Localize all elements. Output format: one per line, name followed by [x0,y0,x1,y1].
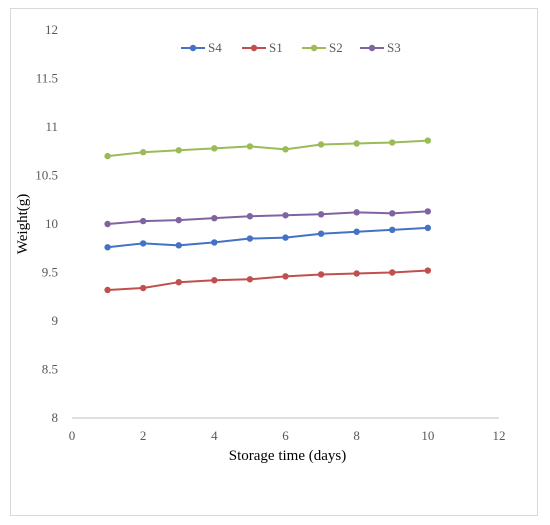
data-point [246,276,254,283]
data-point [246,213,254,220]
data-point [353,228,360,235]
data-point [282,212,289,219]
series-line [107,269,428,291]
data-point [139,217,147,225]
data-point [175,147,182,154]
data-point [353,140,360,147]
x-tick-label: 6 [282,428,289,443]
legend-item: S2 [302,40,343,55]
x-axis-label: Storage time (days) [229,448,346,464]
series-line [107,226,428,249]
data-point [104,220,111,228]
data-point [282,146,289,153]
x-axis-ticks: 0 2 4 6 8 10 12 [69,428,506,443]
series-s1 [104,267,432,294]
x-tick-label: 4 [211,428,218,443]
data-point [246,235,254,242]
x-tick-label: 2 [140,428,147,443]
data-point [211,214,218,222]
data-point [282,273,289,280]
x-tick-label: 0 [69,428,76,443]
data-point [317,271,325,278]
data-point [175,279,182,286]
x-tick-label: 10 [421,428,434,443]
x-tick-label: 8 [353,428,360,443]
data-point [175,242,182,249]
legend-marker [368,44,376,52]
legend: S4 S1 S2 S3 [181,40,401,55]
y-tick-label: 10.5 [35,168,58,183]
y-tick-label: 10 [45,216,58,231]
series-s2 [104,137,432,160]
legend-label: S2 [329,40,343,55]
y-tick-label: 8.5 [42,362,58,377]
data-point [424,224,432,232]
legend-label: S4 [208,40,222,55]
data-point [317,141,325,148]
data-point [104,152,111,160]
legend-label: S1 [269,40,283,55]
data-point [353,270,360,277]
y-axis-ticks: 8 8.5 9 9.5 10 10.5 11 11.5 12 [35,22,58,425]
data-point [104,286,111,294]
data-point [282,234,289,241]
data-point [353,209,360,216]
y-tick-label: 12 [45,22,58,37]
data-point [389,139,396,146]
data-point [424,267,432,274]
legend-item: S4 [181,40,222,55]
legend-marker [310,44,318,52]
data-point [211,239,218,246]
data-point [211,277,218,284]
y-tick-label: 9 [52,313,59,328]
data-point [139,240,147,247]
x-tick-label: 12 [493,428,506,443]
series-s4 [104,224,432,251]
data-point [389,269,396,276]
series-lines [104,137,432,294]
data-point [389,210,396,217]
data-point [317,230,325,237]
legend-item: S1 [242,40,283,55]
y-tick-label: 8 [52,410,59,425]
legend-marker [189,44,197,52]
series-line [107,210,428,225]
y-axis-label: Weight(g) [15,194,31,254]
y-tick-label: 11.5 [36,71,58,86]
legend-item: S3 [360,40,401,55]
data-point [424,208,432,215]
legend-marker [250,44,258,52]
data-point [175,216,182,224]
data-point [104,244,111,251]
y-tick-label: 9.5 [42,265,58,280]
series-s3 [104,208,432,228]
data-point [317,211,325,218]
chart-frame [10,8,538,516]
legend-label: S3 [387,40,401,55]
data-point [424,137,432,144]
series-line [107,139,428,158]
data-point [139,149,147,156]
data-point [139,284,147,292]
y-tick-label: 11 [45,119,58,134]
data-point [389,226,396,234]
data-point [211,145,218,152]
data-point [246,143,254,150]
